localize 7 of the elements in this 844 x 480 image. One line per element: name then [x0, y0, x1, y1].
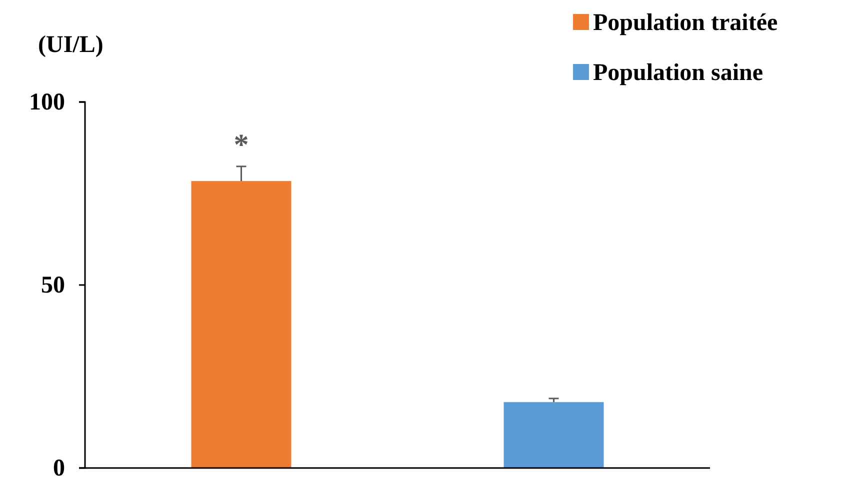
legend-label: Population saine: [593, 60, 764, 86]
annotation: *: [234, 128, 249, 162]
y-tick-label: 100: [29, 90, 65, 116]
y-tick-label: 0: [53, 456, 65, 480]
y-axis-title: (UI/L): [38, 32, 104, 58]
y-tick-label: 50: [41, 272, 65, 299]
legend-label: Population traitée: [593, 10, 778, 36]
